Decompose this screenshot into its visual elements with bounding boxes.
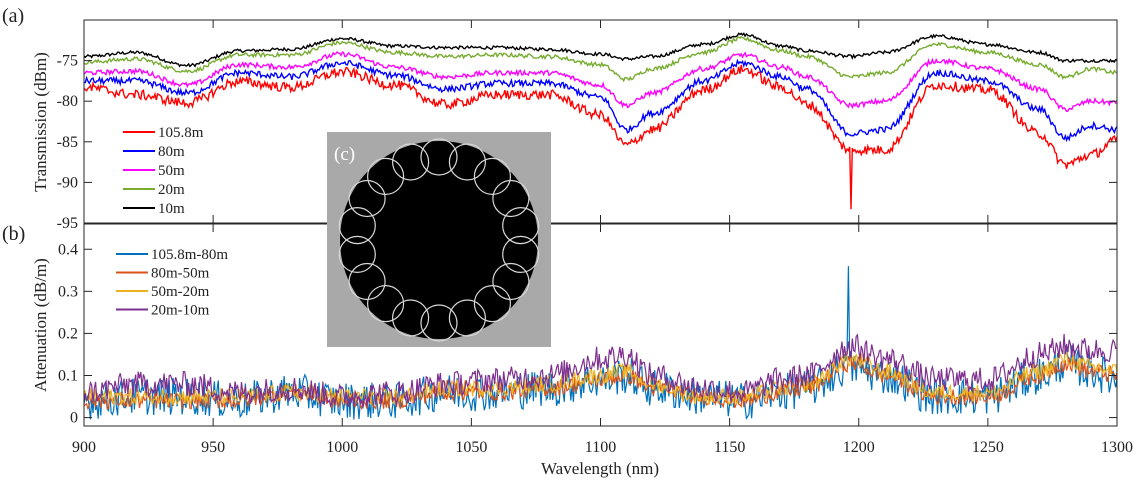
capillary-tube — [448, 299, 486, 337]
capillary-tube — [492, 179, 530, 218]
y-tick-label: 0.2 — [58, 325, 78, 342]
capillary-tube — [338, 235, 376, 273]
x-tick-label: 1150 — [714, 439, 745, 456]
y-tick-label: -90 — [57, 174, 78, 191]
legend-label: 20m — [158, 182, 185, 198]
y-axis-label-bottom: Attenuation (dB/m) — [31, 258, 50, 392]
series-line-50m — [83, 51, 1118, 113]
x-tick-label: 1100 — [585, 439, 616, 456]
legend-label: 80m — [158, 144, 185, 160]
series-line-20m-10m — [83, 333, 1118, 408]
panel-label-a: (a) — [2, 5, 24, 27]
y-tick-label: 0.4 — [58, 241, 78, 258]
y-tick-label: 0.3 — [58, 283, 78, 300]
legend-label: 20m-10m — [151, 303, 210, 319]
y-tick-label: -80 — [57, 93, 78, 110]
legend-label: 105.8m — [158, 125, 204, 141]
y-axis-label-top: Transmission (dBm) — [31, 52, 50, 192]
legend-label: 10m — [158, 201, 185, 217]
capillary-tube — [392, 143, 430, 181]
x-tick-label: 1250 — [972, 439, 1004, 456]
legend-label: 105.8m-80m — [151, 247, 228, 263]
panel-label-b: (b) — [2, 223, 25, 245]
capillary-tube — [420, 304, 458, 342]
capillary-tube — [420, 138, 458, 176]
capillary-tube — [448, 143, 486, 181]
x-tick-label: 1000 — [326, 439, 358, 456]
capillary-tube — [367, 157, 405, 195]
y-tick-label: -75 — [57, 53, 78, 70]
legend-label: 50m-20m — [151, 284, 210, 300]
x-tick-label: 1200 — [843, 439, 875, 456]
legend-label: 50m — [158, 163, 185, 179]
capillary-tube — [367, 285, 405, 323]
series-line-20m — [83, 35, 1118, 83]
fiber-cross-section-inset: (c) — [327, 132, 551, 347]
series-line-80m — [84, 58, 1118, 143]
y-tick-label: 0 — [70, 410, 78, 427]
capillary-tube — [338, 207, 376, 245]
capillary-tube — [348, 262, 386, 301]
x-tick-label: 950 — [201, 439, 225, 456]
series-line-10m — [83, 32, 1118, 68]
inset-label: (c) — [334, 144, 355, 165]
capillary-tube — [473, 157, 511, 195]
fiber-core — [340, 141, 538, 339]
x-axis-label: Wavelength (nm) — [541, 459, 659, 478]
x-tick-label: 1050 — [455, 439, 487, 456]
capillary-tube — [348, 179, 386, 218]
capillary-tube — [502, 207, 540, 245]
y-tick-label: -95 — [57, 215, 78, 232]
capillary-tube — [502, 235, 540, 273]
capillary-tube — [473, 285, 511, 323]
series-line-80m-50m — [83, 355, 1118, 411]
x-tick-label: 900 — [72, 439, 96, 456]
y-tick-label: 0.1 — [58, 368, 78, 385]
series-line-105.8m — [83, 64, 1118, 210]
legend-label: 80m-50m — [151, 266, 210, 282]
capillary-tube — [492, 262, 530, 301]
capillary-tube — [392, 299, 430, 337]
x-tick-label: 1300 — [1101, 439, 1133, 456]
y-tick-label: -85 — [57, 134, 78, 151]
capillary-ring — [338, 138, 540, 342]
